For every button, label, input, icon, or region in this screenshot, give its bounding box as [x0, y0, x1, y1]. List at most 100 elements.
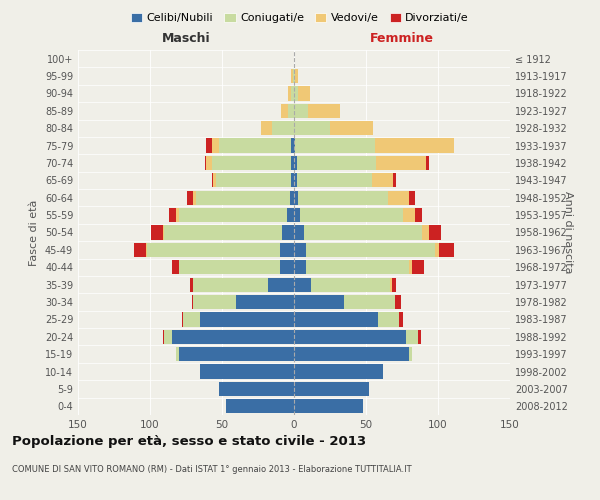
Bar: [200, 312, 294, 326]
Text: COMUNE DI SAN VITO ROMANO (RM) - Dati ISTAT 1° gennaio 2013 - Elaborazione TUTTI: COMUNE DI SAN VITO ROMANO (RM) - Dati IS…: [12, 465, 412, 474]
Bar: [392, 278, 396, 292]
Bar: [294, 295, 344, 309]
Bar: [214, 173, 216, 188]
Bar: [409, 190, 415, 205]
Bar: [294, 399, 363, 413]
Bar: [290, 190, 294, 205]
Bar: [212, 173, 214, 188]
Bar: [163, 330, 164, 344]
Bar: [297, 156, 376, 170]
Bar: [409, 260, 412, 274]
Bar: [190, 278, 193, 292]
Bar: [146, 243, 147, 257]
Bar: [294, 190, 298, 205]
Bar: [183, 312, 200, 326]
Bar: [288, 86, 291, 101]
Y-axis label: Fasce di età: Fasce di età: [29, 200, 39, 266]
Bar: [298, 190, 388, 205]
Bar: [305, 243, 435, 257]
Bar: [280, 243, 294, 257]
Bar: [330, 121, 373, 136]
Bar: [288, 104, 294, 118]
Bar: [151, 226, 163, 239]
Bar: [219, 382, 294, 396]
Bar: [297, 173, 372, 188]
Bar: [394, 173, 396, 188]
Bar: [268, 278, 294, 292]
Bar: [294, 347, 409, 362]
Bar: [388, 190, 409, 205]
Bar: [391, 278, 392, 292]
Bar: [205, 156, 206, 170]
Bar: [435, 243, 439, 257]
Legend: Celibi/Nubili, Coniugati/e, Vedovi/e, Divorziati/e: Celibi/Nubili, Coniugati/e, Vedovi/e, Di…: [127, 8, 473, 28]
Bar: [182, 312, 183, 326]
Bar: [422, 226, 430, 239]
Bar: [294, 86, 298, 101]
Bar: [311, 278, 391, 292]
Text: Maschi: Maschi: [161, 32, 211, 45]
Bar: [406, 330, 418, 344]
Bar: [304, 226, 422, 239]
Text: Popolazione per età, sesso e stato civile - 2013: Popolazione per età, sesso e stato civil…: [12, 435, 366, 448]
Bar: [308, 104, 340, 118]
Bar: [294, 382, 369, 396]
Bar: [193, 190, 196, 205]
Bar: [280, 260, 294, 274]
Bar: [206, 156, 212, 170]
Bar: [147, 243, 280, 257]
Bar: [176, 347, 179, 362]
Bar: [294, 312, 377, 326]
Bar: [294, 69, 295, 83]
Bar: [287, 208, 294, 222]
Bar: [172, 260, 179, 274]
Bar: [193, 278, 268, 292]
Bar: [212, 156, 291, 170]
Bar: [374, 138, 454, 152]
Bar: [439, 243, 454, 257]
Bar: [294, 173, 297, 188]
Bar: [294, 364, 383, 378]
Bar: [291, 173, 294, 188]
Bar: [294, 121, 330, 136]
Bar: [206, 138, 212, 152]
Bar: [399, 312, 403, 326]
Bar: [281, 104, 288, 118]
Bar: [219, 138, 291, 152]
Bar: [226, 399, 294, 413]
Bar: [427, 156, 430, 170]
Bar: [294, 226, 304, 239]
Bar: [298, 86, 310, 101]
Bar: [163, 226, 164, 239]
Bar: [192, 295, 193, 309]
Bar: [291, 69, 293, 83]
Bar: [294, 156, 297, 170]
Bar: [291, 86, 294, 101]
Bar: [164, 226, 283, 239]
Bar: [372, 173, 394, 188]
Bar: [418, 330, 421, 344]
Bar: [344, 295, 395, 309]
Bar: [300, 208, 403, 222]
Bar: [236, 295, 294, 309]
Bar: [291, 138, 294, 152]
Bar: [305, 260, 409, 274]
Bar: [395, 295, 401, 309]
Bar: [412, 260, 424, 274]
Bar: [187, 190, 193, 205]
Bar: [294, 278, 311, 292]
Bar: [196, 190, 290, 205]
Bar: [294, 243, 305, 257]
Bar: [294, 138, 295, 152]
Bar: [164, 330, 172, 344]
Bar: [216, 173, 291, 188]
Bar: [415, 208, 422, 222]
Bar: [134, 243, 146, 257]
Bar: [169, 208, 176, 222]
Bar: [294, 260, 305, 274]
Bar: [193, 295, 236, 309]
Bar: [179, 347, 294, 362]
Bar: [294, 104, 308, 118]
Bar: [172, 330, 294, 344]
Bar: [377, 312, 399, 326]
